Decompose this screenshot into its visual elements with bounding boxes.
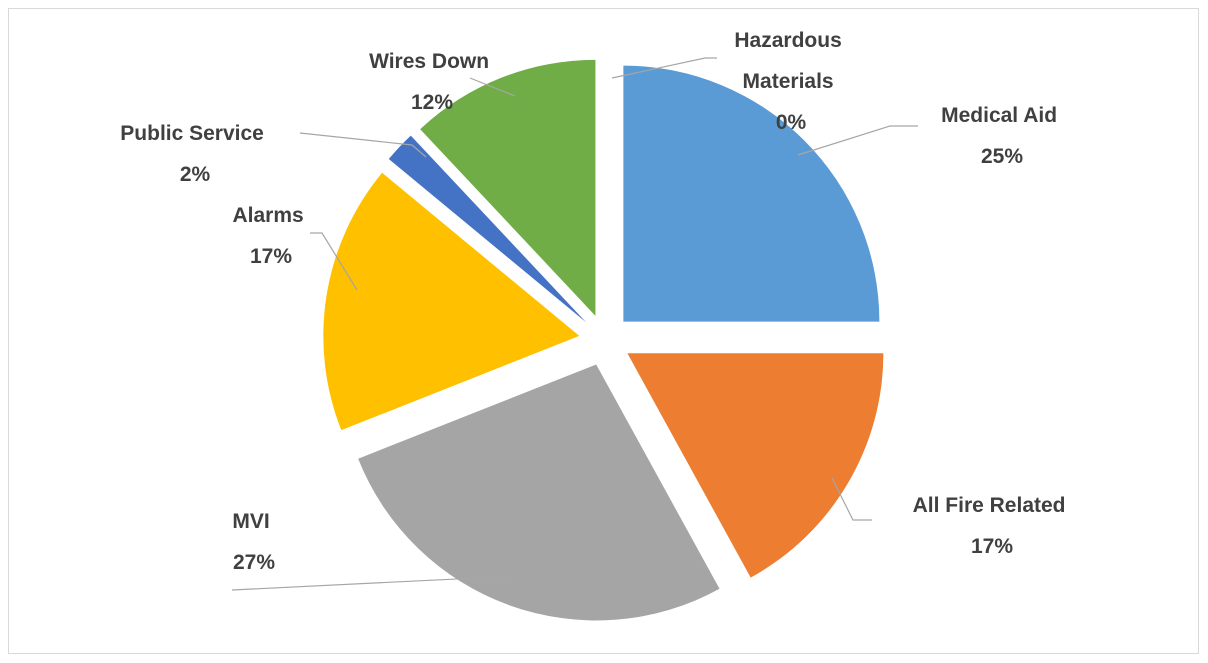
slice-percent-all-fire-related: 17% bbox=[971, 535, 1013, 558]
slice-name-all-fire-related: All Fire Related bbox=[913, 494, 1066, 517]
slice-percent-hazardous-materials: 0% bbox=[776, 111, 807, 134]
slice-percent-public-service: 2% bbox=[180, 163, 211, 186]
leader-line-mvi bbox=[231, 575, 519, 591]
slice-name-wires-down: Wires Down bbox=[369, 50, 489, 73]
leader-line-public-service bbox=[299, 132, 427, 158]
slice-name-alarms: Alarms bbox=[232, 204, 303, 227]
slice-label-all-fire-related: All Fire Related 17% bbox=[913, 494, 1072, 558]
slice-label-hazardous-materials: Hazardous Materials 0% bbox=[734, 29, 847, 134]
pie-slice-medical-aid bbox=[623, 65, 880, 322]
pie-slice-wires-down bbox=[420, 59, 596, 316]
pie-slices bbox=[323, 59, 884, 621]
leader-lines bbox=[231, 57, 918, 591]
slice-percent-alarms: 17% bbox=[250, 245, 292, 268]
pie-slice-mvi bbox=[358, 364, 720, 621]
slice-name-hazardous-materials-line1: Hazardous bbox=[734, 29, 841, 52]
slice-name-hazardous-materials-line2: Materials bbox=[743, 70, 834, 93]
slice-percent-wires-down: 12% bbox=[411, 91, 453, 114]
slice-name-medical-aid: Medical Aid bbox=[941, 104, 1057, 127]
slice-label-alarms: Alarms 17% bbox=[232, 204, 309, 268]
slice-percent-medical-aid: 25% bbox=[981, 145, 1023, 168]
slice-name-public-service: Public Service bbox=[120, 122, 264, 145]
slice-name-mvi: MVI bbox=[232, 510, 269, 533]
slice-label-wires-down: Wires Down 12% bbox=[369, 50, 495, 114]
leader-line-medical-aid bbox=[797, 125, 918, 156]
slice-percent-mvi: 27% bbox=[233, 551, 275, 574]
slice-label-medical-aid: Medical Aid 25% bbox=[941, 104, 1063, 168]
pie-slice-all-fire-related bbox=[627, 353, 884, 578]
slice-label-mvi: MVI 27% bbox=[232, 510, 275, 574]
leader-line-all-fire-related bbox=[831, 477, 872, 521]
leader-line-wires-down bbox=[469, 77, 516, 97]
slice-label-public-service: Public Service 2% bbox=[120, 122, 269, 186]
leader-line-alarms bbox=[310, 232, 358, 291]
leader-line-hazardous-materials bbox=[611, 57, 717, 79]
pie-slice-alarms bbox=[323, 172, 580, 431]
pie-slice-public-service bbox=[388, 135, 587, 323]
